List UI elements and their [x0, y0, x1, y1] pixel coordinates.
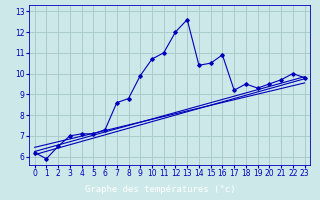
Text: Graphe des températures (°c): Graphe des températures (°c): [85, 185, 235, 194]
